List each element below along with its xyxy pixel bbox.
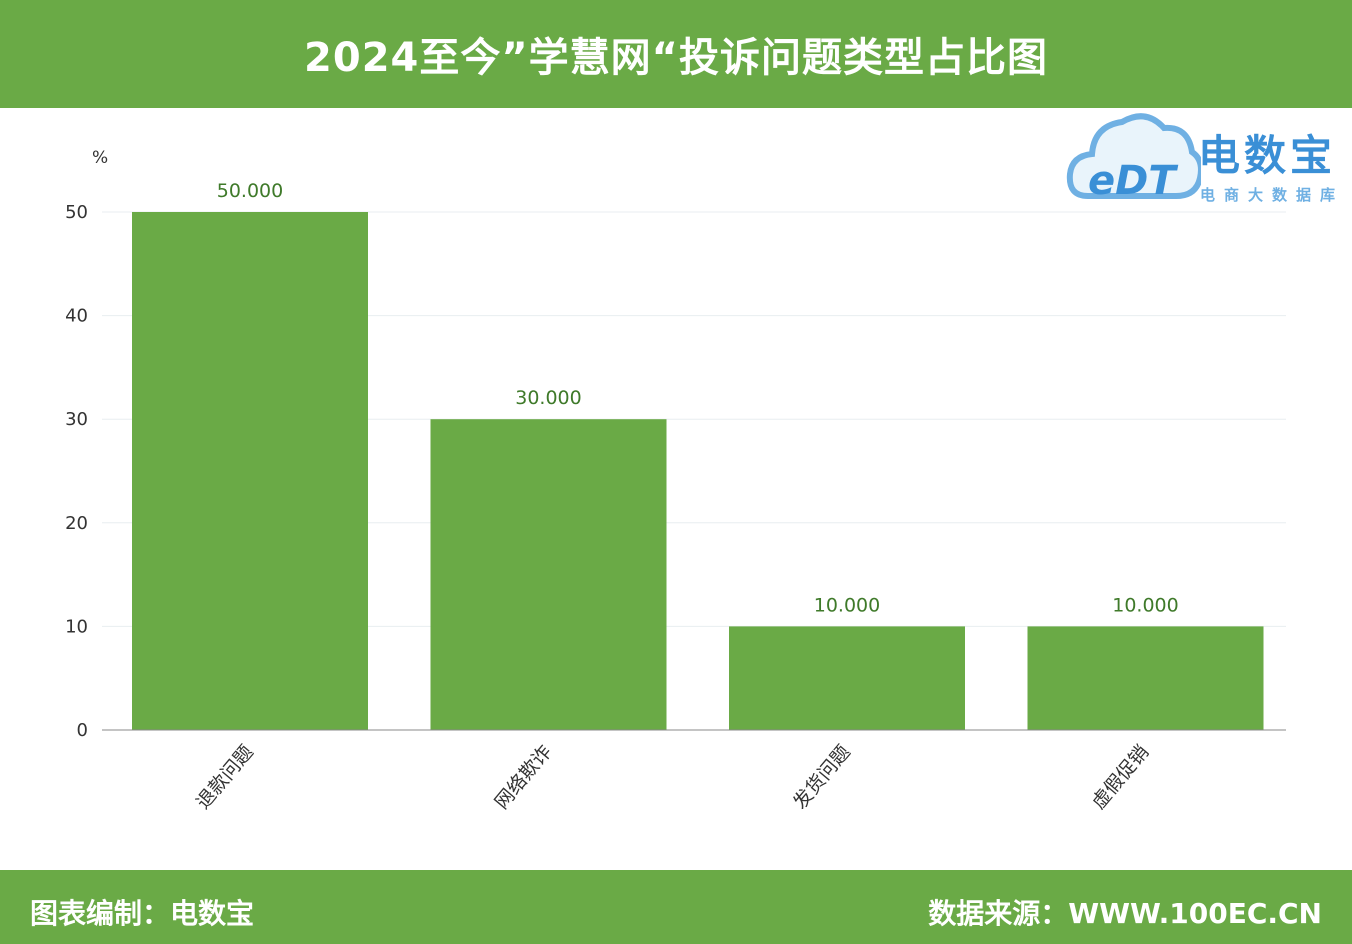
x-category-label: 虚假促销 bbox=[1088, 741, 1154, 813]
bar bbox=[1027, 626, 1264, 730]
chart-title: 2024至今”学慧网“投诉问题类型占比图 bbox=[304, 35, 1048, 81]
header-bar: 2024至今”学慧网“投诉问题类型占比图 bbox=[0, 0, 1352, 108]
x-category-label: 网络欺诈 bbox=[491, 741, 557, 813]
footer-credit: 图表编制：电数宝 bbox=[30, 897, 255, 930]
x-axis-categories: 退款问题 网络欺诈 发货问题 虚假促销 bbox=[192, 741, 1153, 813]
logo-subtitle: 电商大数据库 bbox=[1200, 186, 1345, 204]
cloud-icon: eDT bbox=[1066, 113, 1204, 204]
y-tick-label: 50 bbox=[65, 202, 88, 223]
data-label: 10.000 bbox=[814, 594, 880, 616]
y-tick-label: 30 bbox=[65, 409, 88, 430]
y-tick-label: 20 bbox=[65, 513, 88, 534]
bar bbox=[132, 212, 368, 730]
y-axis-ticks: 0 10 20 30 40 50 bbox=[65, 202, 88, 741]
y-tick-label: 10 bbox=[65, 616, 88, 637]
x-category-label: 发货问题 bbox=[789, 741, 855, 813]
data-label: 50.000 bbox=[217, 180, 283, 202]
logo-brand: 电数宝 bbox=[1198, 131, 1337, 180]
y-tick-label: 0 bbox=[77, 720, 88, 741]
x-category-label: 退款问题 bbox=[192, 741, 258, 813]
bar-chart: % 0 10 20 30 40 50 50.000 30.000 10.000 10.000 退… bbox=[65, 148, 1286, 813]
y-axis-unit: % bbox=[92, 148, 108, 168]
y-tick-label: 40 bbox=[65, 306, 88, 327]
data-label: 30.000 bbox=[515, 387, 581, 409]
logo-mark: eDT bbox=[1088, 158, 1178, 204]
bars bbox=[132, 212, 1264, 730]
footer-source: 数据来源：WWW.100EC.CN bbox=[928, 897, 1322, 930]
footer-bar: 图表编制：电数宝 数据来源：WWW.100EC.CN bbox=[0, 870, 1352, 944]
data-labels: 50.000 30.000 10.000 10.000 bbox=[217, 180, 1179, 616]
data-label: 10.000 bbox=[1112, 594, 1178, 616]
edt-logo: eDT 电数宝 电商大数据库 bbox=[1066, 104, 1346, 214]
bar bbox=[729, 626, 965, 730]
bar bbox=[430, 419, 667, 730]
